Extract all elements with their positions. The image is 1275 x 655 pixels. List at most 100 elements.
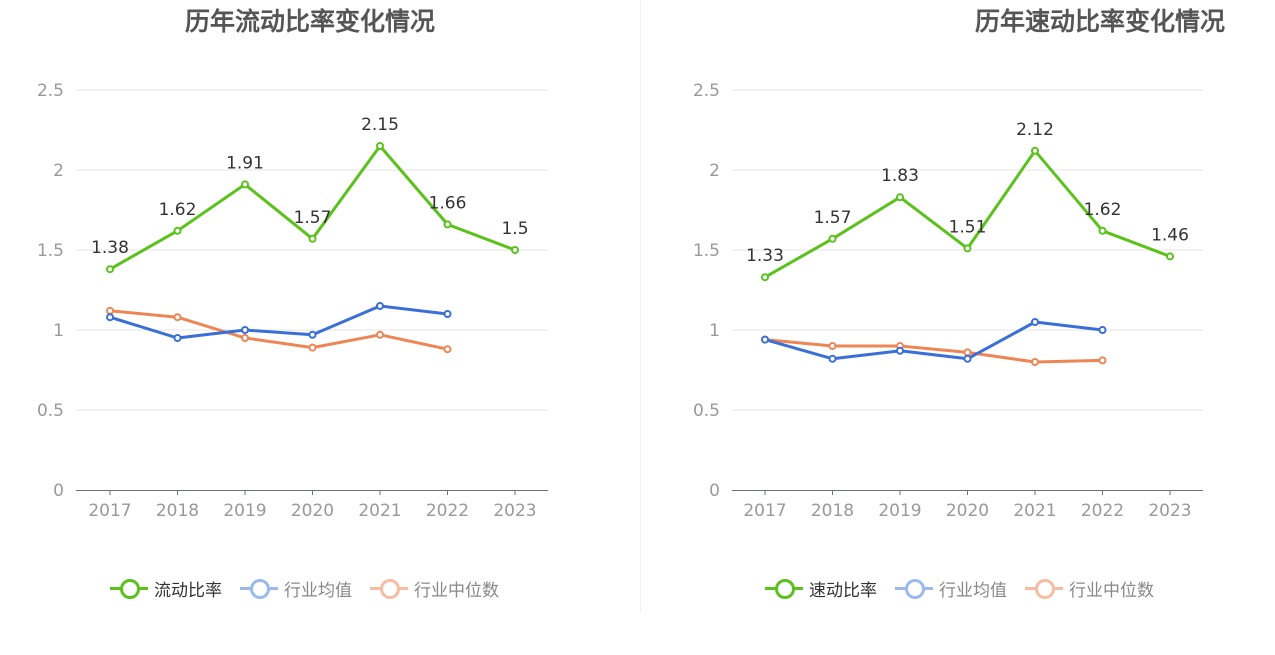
legend-marker-icon bbox=[240, 578, 278, 599]
data-label: 1.5 bbox=[501, 219, 528, 239]
legend-label: 行业均值 bbox=[939, 580, 1007, 601]
data-point[interactable] bbox=[241, 326, 249, 334]
legend-label: 行业中位数 bbox=[414, 580, 499, 601]
data-point[interactable] bbox=[308, 234, 317, 243]
data-point[interactable] bbox=[173, 334, 182, 342]
data-point[interactable] bbox=[376, 330, 384, 339]
x-tick-label: 2018 bbox=[811, 501, 854, 521]
x-tick-label: 2017 bbox=[743, 501, 786, 521]
x-tick-label: 2023 bbox=[493, 501, 536, 521]
legend-label: 流动比率 bbox=[154, 580, 222, 601]
data-point[interactable] bbox=[1031, 358, 1039, 366]
data-point[interactable] bbox=[828, 342, 837, 350]
data-point[interactable] bbox=[173, 313, 182, 322]
data-point[interactable] bbox=[1031, 318, 1039, 326]
data-point[interactable] bbox=[1031, 146, 1039, 155]
chart-legend: 流动比率 行业均值 行业中位数 bbox=[110, 574, 499, 602]
x-tick-label: 2023 bbox=[1148, 501, 1191, 521]
data-point[interactable] bbox=[896, 193, 904, 202]
x-tick-label: 2017 bbox=[88, 501, 131, 521]
data-point[interactable] bbox=[173, 226, 182, 235]
chart-title: 历年速动比率变化情况 bbox=[974, 7, 1225, 36]
series-line bbox=[764, 338, 1103, 364]
data-point[interactable] bbox=[896, 346, 904, 355]
data-point[interactable] bbox=[1098, 356, 1107, 365]
legend-item[interactable]: 流动比率 bbox=[110, 576, 222, 601]
y-tick-label: 0 bbox=[53, 481, 64, 501]
y-tick-label: 2.5 bbox=[693, 81, 720, 101]
data-label: 2.15 bbox=[361, 115, 399, 135]
y-tick-label: 0.5 bbox=[693, 401, 720, 421]
data-point[interactable] bbox=[443, 220, 452, 229]
y-tick-label: 2 bbox=[709, 161, 720, 181]
data-point[interactable] bbox=[106, 306, 114, 315]
y-tick-label: 1 bbox=[53, 321, 64, 341]
legend-label: 速动比率 bbox=[809, 580, 877, 601]
data-point[interactable] bbox=[106, 265, 114, 274]
data-point[interactable] bbox=[1098, 326, 1107, 334]
series-line bbox=[109, 304, 448, 340]
data-point[interactable] bbox=[376, 142, 384, 150]
data-point[interactable] bbox=[511, 246, 519, 254]
data-label: 1.66 bbox=[429, 193, 467, 213]
chart-title: 历年流动比率变化情况 bbox=[184, 7, 435, 36]
data-point[interactable] bbox=[241, 180, 249, 189]
y-tick-label: 1.5 bbox=[693, 241, 720, 261]
data-point[interactable] bbox=[963, 244, 972, 253]
x-tick-label: 2022 bbox=[426, 501, 469, 521]
data-point[interactable] bbox=[443, 345, 452, 354]
legend-item[interactable]: 行业中位数 bbox=[370, 576, 499, 601]
data-label: 1.57 bbox=[814, 208, 852, 228]
y-tick-label: 0 bbox=[709, 481, 720, 501]
data-point[interactable] bbox=[761, 273, 769, 282]
legend-item[interactable]: 速动比率 bbox=[765, 576, 877, 601]
data-label: 2.12 bbox=[1016, 120, 1054, 140]
data-point[interactable] bbox=[308, 330, 317, 339]
current-ratio-chart: 0 0.5 1 1.5 2 2.5 2017 2018 2019 2020 2021 2022 2023… bbox=[37, 81, 548, 521]
data-point[interactable] bbox=[376, 302, 384, 310]
x-tick-label: 2021 bbox=[358, 501, 401, 521]
legend-label: 行业均值 bbox=[284, 580, 352, 601]
data-point[interactable] bbox=[963, 354, 972, 363]
data-point[interactable] bbox=[241, 334, 249, 342]
y-tick-label: 0.5 bbox=[37, 401, 64, 421]
panel-divider bbox=[640, 0, 641, 612]
data-point[interactable] bbox=[1098, 226, 1107, 235]
data-point[interactable] bbox=[828, 354, 837, 363]
data-label: 1.62 bbox=[1084, 200, 1122, 220]
legend-marker-icon bbox=[1025, 578, 1063, 599]
series-line bbox=[109, 309, 448, 351]
data-point[interactable] bbox=[106, 313, 114, 322]
x-tick-label: 2018 bbox=[156, 501, 199, 521]
data-point[interactable] bbox=[828, 234, 837, 243]
y-tick-label: 1 bbox=[709, 321, 720, 341]
legend-marker-icon bbox=[765, 578, 803, 599]
series-line bbox=[764, 320, 1103, 361]
quick-ratio-chart: 0 0.5 1 1.5 2 2.5 2017 2018 2019 2020 2021 2022 2023… bbox=[693, 81, 1203, 521]
data-label: 1.57 bbox=[294, 208, 332, 228]
chart-legend: 速动比率 行业均值 行业中位数 bbox=[765, 574, 1154, 602]
legend-item[interactable]: 行业均值 bbox=[240, 576, 352, 601]
x-tick-label: 2022 bbox=[1081, 501, 1124, 521]
data-point[interactable] bbox=[761, 335, 769, 344]
data-label: 1.62 bbox=[159, 200, 197, 220]
quick-ratio-panel: 历年速动比率变化情况 0 0.5 1 1.5 2 2.5 2017 2018 2019 2020 2… bbox=[642, 0, 1275, 655]
legend-item[interactable]: 行业中位数 bbox=[1025, 576, 1154, 601]
data-point[interactable] bbox=[1166, 252, 1174, 261]
data-label: 1.33 bbox=[746, 246, 784, 266]
x-tick-label: 2021 bbox=[1013, 501, 1056, 521]
x-tick-label: 2020 bbox=[946, 501, 989, 521]
data-point[interactable] bbox=[963, 348, 972, 357]
legend-marker-icon bbox=[370, 578, 408, 599]
x-tick-label: 2020 bbox=[291, 501, 334, 521]
legend-marker-icon bbox=[895, 578, 933, 599]
data-label: 1.91 bbox=[226, 153, 264, 173]
data-label: 1.51 bbox=[949, 217, 987, 237]
legend-label: 行业中位数 bbox=[1069, 580, 1154, 601]
data-point[interactable] bbox=[308, 343, 317, 352]
y-tick-label: 1.5 bbox=[37, 241, 64, 261]
y-tick-label: 2.5 bbox=[37, 81, 64, 101]
data-point[interactable] bbox=[443, 310, 452, 318]
legend-item[interactable]: 行业均值 bbox=[895, 576, 1007, 601]
y-tick-label: 2 bbox=[53, 161, 64, 181]
